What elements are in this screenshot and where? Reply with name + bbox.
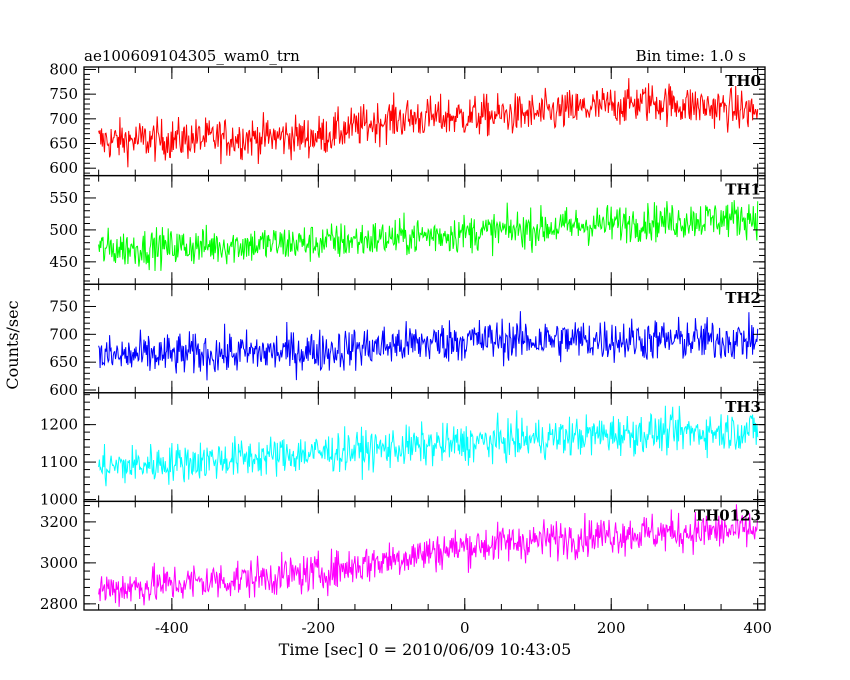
panel-label-th1: TH1 <box>725 181 761 199</box>
panel-label-th2: TH2 <box>725 289 761 307</box>
panel-th2: 600 650 700 750 TH2 <box>49 283 766 399</box>
panel-th0123: 2800 3000 3200 TH0123 <box>40 500 766 613</box>
series-line-th0 <box>98 78 759 168</box>
series-line-th1 <box>98 200 759 272</box>
y-tick-label: 1100 <box>40 453 78 471</box>
y-tick-label: 750 <box>49 85 78 103</box>
panel-th3: 1000 1100 1200 TH3 <box>40 392 766 509</box>
y-tick-label: 3000 <box>40 554 78 572</box>
y-tick-label: 800 <box>49 60 78 78</box>
panel-frame <box>83 174 766 285</box>
panel-label-th0: TH0 <box>725 72 761 90</box>
y-tick-label: 500 <box>49 221 78 239</box>
y-tick-label: 2800 <box>40 595 78 613</box>
x-tick-label: -400 <box>155 619 189 637</box>
y-axis-label: Counts/sec <box>3 300 22 389</box>
y-tick-label: 750 <box>49 297 78 315</box>
y-tick-label: 1000 <box>40 491 78 509</box>
panel-label-th0123: TH0123 <box>694 506 761 524</box>
x-tick-label: -200 <box>301 619 335 637</box>
x-tick-label: 0 <box>460 619 470 637</box>
x-axis-label: Time [sec] 0 = 2010/06/09 10:43:05 <box>279 640 572 659</box>
panels-group: 600 650 700 750 800 TH0 450 500 550 TH1 600 650 700 7… <box>40 60 766 613</box>
panel-frame <box>83 283 766 394</box>
y-tick-label: 700 <box>49 325 78 343</box>
series-line-th3 <box>98 405 759 487</box>
y-tick-label: 600 <box>49 159 78 177</box>
panel-label-th3: TH3 <box>725 398 761 416</box>
y-tick-label: 650 <box>49 135 78 153</box>
y-tick-label: 450 <box>49 253 78 271</box>
x-tick-label: 400 <box>743 619 772 637</box>
y-tick-label: 700 <box>49 110 78 128</box>
y-tick-label: 3200 <box>40 513 78 531</box>
panel-th0: 600 650 700 750 800 TH0 <box>49 60 766 177</box>
x-axis: -400 -200 0 200 400 <box>155 619 772 637</box>
y-tick-label: 1200 <box>40 416 78 434</box>
bin-time-label: Bin time: 1.0 s <box>636 47 746 65</box>
y-tick-label: 550 <box>49 189 78 207</box>
series-line-th0123 <box>98 504 759 607</box>
panel-th1: 450 500 550 TH1 <box>49 174 766 285</box>
series-line-th2 <box>98 311 759 381</box>
panel-frame <box>83 66 766 177</box>
x-tick-label: 200 <box>597 619 626 637</box>
y-tick-label: 650 <box>49 353 78 371</box>
y-tick-label: 600 <box>49 381 78 399</box>
chart-title: ae100609104305_wam0_trn <box>84 47 300 65</box>
panel-frame <box>83 500 766 611</box>
